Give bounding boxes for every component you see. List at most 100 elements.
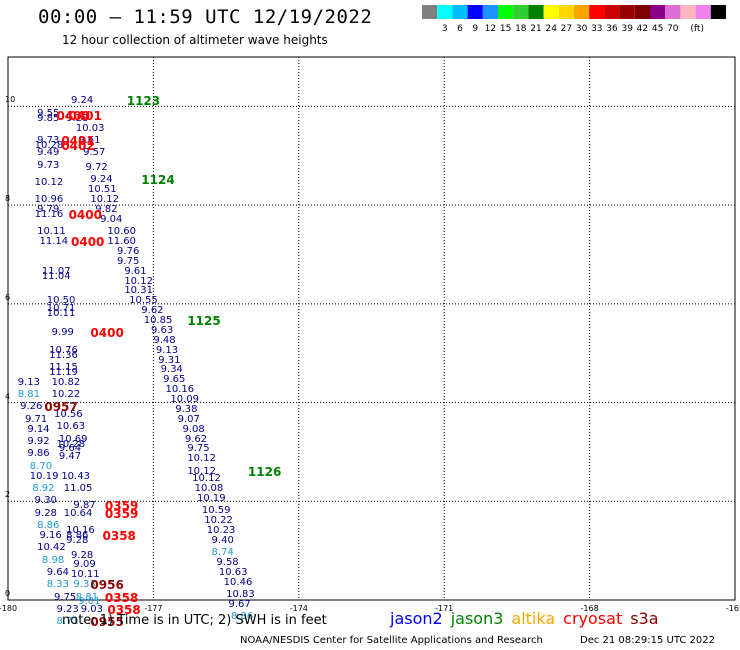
color-scale-label: 21 bbox=[530, 24, 541, 34]
color-scale-bar: 3 6 9 12 15 18 21 24 27 30 33 36 39 42 45 70 (ft) bbox=[422, 5, 726, 34]
map-subtitle: 12 hour collection of altimeter wave hei… bbox=[62, 33, 328, 47]
color-scale-label: 9 bbox=[472, 24, 478, 34]
wave-height-value: 10.59 bbox=[201, 505, 231, 517]
color-swatch bbox=[650, 5, 666, 19]
wave-height-value: 9.76 bbox=[117, 245, 140, 257]
wave-height-value: 11.36 bbox=[49, 349, 78, 361]
wave-height-value: 11.04 bbox=[41, 270, 71, 282]
color-swatch bbox=[695, 5, 711, 19]
wave-height-value: 9.14 bbox=[27, 423, 50, 435]
wave-height-value: 8.86 bbox=[37, 519, 60, 531]
x-tick-label: -165 bbox=[725, 604, 740, 613]
color-swatch bbox=[467, 5, 483, 19]
wave-height-value: 8.71 bbox=[56, 616, 79, 628]
color-scale-label: 27 bbox=[561, 24, 572, 34]
wave-height-value: 9.01 bbox=[78, 596, 101, 608]
wave-height-value: 10.51 bbox=[87, 184, 117, 196]
pass-time-label: 0400 bbox=[68, 207, 102, 222]
pass-time-label: 0400 bbox=[90, 326, 124, 341]
wave-height-value: 9.04 bbox=[100, 213, 123, 225]
y-tick-label: 4 bbox=[5, 391, 11, 401]
color-swatch bbox=[422, 5, 438, 19]
satellite-legend-item: jason2 bbox=[390, 609, 443, 628]
wave-height-value: 9.09 bbox=[73, 559, 96, 571]
wave-height-value: 11.15 bbox=[49, 361, 78, 373]
wave-height-value: 9.99 bbox=[51, 327, 74, 339]
wave-height-value: 10.08 bbox=[194, 482, 224, 494]
pass-time-label: 0359 bbox=[104, 499, 139, 514]
wave-height-value: 9.28 bbox=[66, 534, 89, 546]
wave-height-value: 9.55 bbox=[37, 107, 60, 119]
wave-height-value: 10.46 bbox=[223, 576, 253, 588]
wave-height-value: 10.96 bbox=[34, 194, 64, 206]
color-swatch bbox=[604, 5, 620, 19]
satellite-legend-item: cryosat bbox=[563, 609, 623, 628]
color-swatch bbox=[513, 5, 529, 19]
wave-height-value: 10.11 bbox=[71, 569, 100, 581]
pass-time-label: 1125 bbox=[187, 314, 221, 329]
wave-height-value: 10.85 bbox=[143, 315, 173, 327]
y-tick-label: 6 bbox=[5, 292, 11, 302]
wave-height-value: 9.71 bbox=[24, 413, 48, 425]
satellite-legend-item: jason3 bbox=[450, 609, 504, 628]
wave-height-value: 9.16 bbox=[39, 529, 62, 541]
wave-height-value: 11.60 bbox=[107, 236, 136, 248]
color-scale-label: 18 bbox=[515, 24, 527, 34]
wave-height-value: 8.74 bbox=[211, 547, 234, 559]
color-scale-label: 3 bbox=[442, 24, 448, 34]
wave-height-value: 9.75 bbox=[117, 255, 140, 267]
wave-height-value: 8.92 bbox=[32, 482, 55, 494]
wave-height-value: 11.07 bbox=[41, 265, 71, 277]
color-swatch bbox=[452, 5, 468, 19]
wave-height-value: 9.64 bbox=[46, 566, 70, 578]
color-swatch bbox=[482, 5, 498, 19]
color-scale-label: 39 bbox=[621, 24, 633, 34]
wave-height-value: 9.87 bbox=[73, 500, 96, 512]
wave-height-value: 9.57 bbox=[83, 147, 106, 159]
wave-height-value: 10.56 bbox=[54, 408, 83, 420]
wave-height-value: 9.08 bbox=[182, 423, 205, 435]
wave-height-value: 10.22 bbox=[51, 389, 81, 401]
color-scale-label: 30 bbox=[576, 24, 588, 34]
wave-height-value: 10.11 bbox=[46, 307, 76, 319]
pass-time-label: 0358 bbox=[104, 590, 139, 605]
wave-height-value: 10.63 bbox=[56, 421, 86, 433]
pass-time-label: 1123 bbox=[126, 94, 161, 109]
pass-time-label: 0400 bbox=[56, 109, 90, 124]
y-tick-label: 0 bbox=[5, 589, 11, 598]
pass-time-label: 0955 bbox=[90, 615, 124, 630]
plot-frame bbox=[7, 56, 736, 601]
color-scale-label: 42 bbox=[637, 24, 648, 34]
wave-height-value: 10.12 bbox=[124, 275, 153, 287]
color-swatch bbox=[543, 5, 559, 19]
map-title: 00:00 – 11:59 UTC 12/19/2022 bbox=[38, 6, 373, 28]
wave-height-value: 9.26 bbox=[20, 401, 43, 413]
color-scale-label: 45 bbox=[652, 24, 663, 34]
pass-time-label: 0358 bbox=[107, 602, 141, 617]
pass-time-label: 1126 bbox=[247, 464, 282, 479]
wave-height-value: 9.75 bbox=[54, 591, 77, 603]
units-note: note: 1) Time is in UTC; 2) SWH is in fe… bbox=[62, 613, 327, 628]
color-swatch bbox=[574, 5, 590, 19]
wave-height-value: 9.28 bbox=[71, 549, 94, 561]
wave-height-value: 10.09 bbox=[170, 394, 199, 406]
wave-height-value: 11.16 bbox=[34, 208, 64, 220]
color-swatch bbox=[498, 5, 514, 19]
wave-height-value: 10.22 bbox=[204, 515, 233, 527]
wave-height-value: 9.03 bbox=[80, 603, 103, 615]
wave-height-value: 9.33 bbox=[73, 579, 96, 591]
wave-height-value: 10.71 bbox=[46, 302, 76, 314]
wave-height-value: 9.61 bbox=[78, 134, 101, 146]
wave-height-value: 11.14 bbox=[39, 236, 69, 248]
y-tick-label: 8 bbox=[5, 194, 11, 204]
pass-time-label: 0402 bbox=[61, 138, 95, 153]
wave-height-value: 9.07 bbox=[177, 413, 200, 425]
pass-time-label: 0358 bbox=[102, 528, 136, 543]
wave-height-value: 8.98 bbox=[41, 554, 65, 566]
satellite-legend-item: altika bbox=[511, 609, 556, 628]
wave-height-value: 9.85 bbox=[37, 112, 60, 124]
color-scale-label: 15 bbox=[500, 24, 511, 34]
color-scale-label: 70 bbox=[667, 24, 679, 34]
wave-height-value: 9.40 bbox=[211, 534, 234, 546]
